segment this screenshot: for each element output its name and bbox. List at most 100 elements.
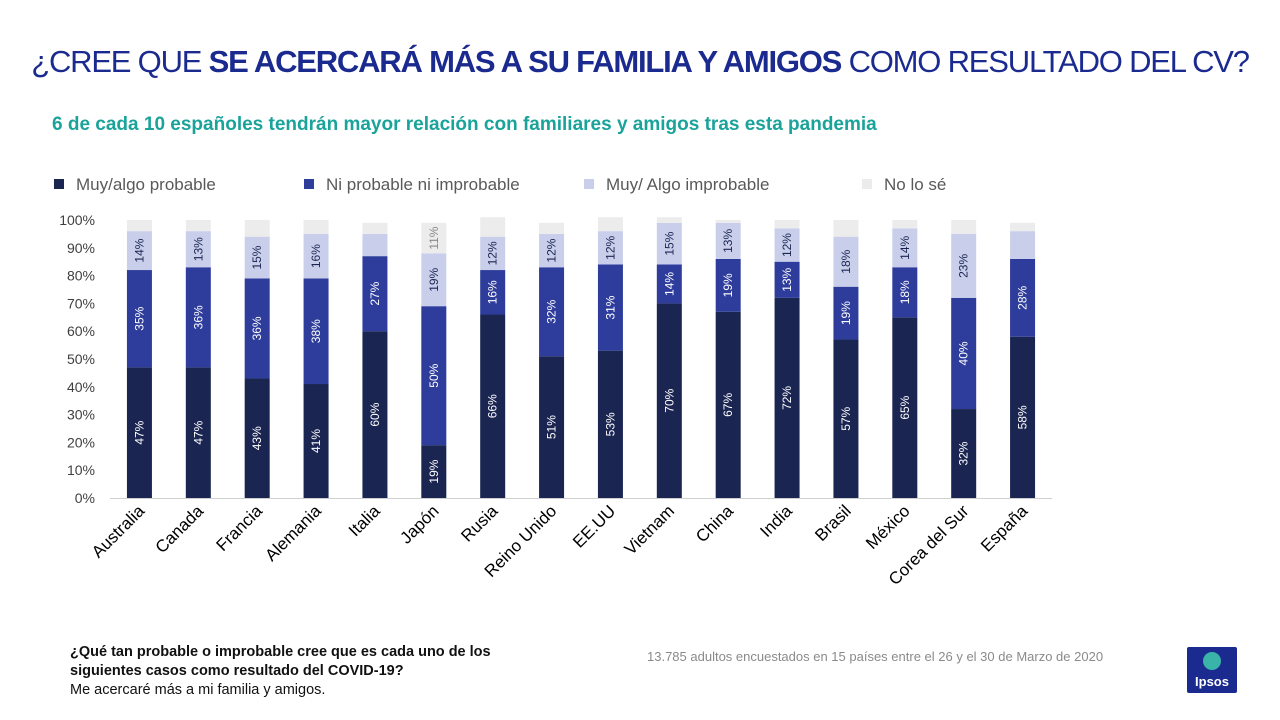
data-label: 32% [545,299,559,323]
bar-segment [185,220,211,232]
ipsos-logo: Ipsos [1187,647,1237,693]
data-label: 65% [898,395,912,419]
bar-segment [833,236,859,287]
data-label: 66% [486,394,500,418]
bar-segment [539,222,565,234]
data-label: 58% [1016,405,1030,429]
x-tick-label: India [756,501,796,541]
bar-segment [1010,336,1036,498]
data-label: 53% [603,412,617,436]
bar-segment [421,222,447,254]
x-tick-label: China [692,501,737,546]
y-tick-label: 60% [67,323,95,339]
bar-segment [362,233,388,257]
bar-segment [244,236,270,279]
bar-segment [362,222,388,234]
data-label: 51% [545,415,559,439]
data-label: 41% [309,429,323,453]
data-label: 27% [368,281,382,305]
data-label: 50% [427,363,441,387]
bar-segment [480,236,506,271]
bar-segment [126,231,152,271]
data-label: 57% [839,406,853,430]
bar-segment [362,256,388,332]
y-tick-label: 100% [59,212,95,228]
bar-segment [362,331,388,498]
bar-segment [126,270,152,368]
data-label: 72% [780,386,794,410]
data-label: 13% [191,237,205,261]
bar-segment [892,228,918,268]
data-label: 12% [780,233,794,257]
data-label: 70% [662,388,676,412]
x-tick-label: Alemania [261,501,325,565]
bar-segment [539,356,565,498]
data-label: 47% [191,420,205,444]
bar-segment [480,270,506,315]
data-label: 31% [603,295,617,319]
data-label: 19% [721,273,735,297]
bar-segment [656,222,682,265]
data-label: 23% [957,254,971,278]
bar-segment [303,384,329,498]
x-tick-label: Francia [212,501,266,555]
y-tick-label: 50% [67,351,95,367]
bar-segment [774,220,800,229]
bar-segment [303,278,329,385]
bar-segment [539,267,565,357]
y-tick-label: 20% [67,434,95,450]
bar-segment [833,286,859,340]
data-label: 14% [898,235,912,259]
bar-segment [244,378,270,498]
bar-segment [185,267,211,368]
legend-label: Muy/ Algo improbable [606,175,769,194]
data-label: 19% [427,267,441,291]
legend-swatch [584,179,594,189]
logo-mark-icon [1203,652,1221,670]
bar-segment [892,267,918,318]
data-label: 18% [839,249,853,273]
x-tick-label: Australia [88,501,149,562]
bar-segment [1010,231,1036,259]
data-label: 19% [427,459,441,483]
data-label: 47% [132,420,146,444]
y-tick-label: 90% [67,240,95,256]
bar-segment [597,217,623,232]
x-tick-label: EE.UU [569,501,619,551]
bar-segment [715,311,741,498]
bar-segment [126,220,152,232]
bar-segment [303,220,329,234]
title-suffix: COMO RESULTADO DEL CV? [841,44,1250,79]
bar-segment [1010,222,1036,232]
data-label: 14% [132,238,146,262]
legend-swatch [54,179,64,189]
bar-segment [421,445,447,498]
bar-segment [480,314,506,498]
bar-segment [185,367,211,498]
x-tick-label: México [862,501,914,553]
data-label: 28% [1016,286,1030,310]
bar-segment [951,220,977,234]
data-label: 15% [250,245,264,269]
data-label: 16% [309,244,323,268]
bar-segment [597,231,623,265]
bar-segment [1010,258,1036,337]
x-tick-label: Italia [345,501,384,540]
bar-segment [597,264,623,351]
data-label: 13% [780,267,794,291]
data-label: 35% [132,306,146,330]
legend-label: No lo sé [884,175,946,194]
data-label: 40% [957,341,971,365]
bar-segment [656,264,682,304]
question-block: ¿Qué tan probable o improbable cree que … [70,643,550,700]
x-tick-label: España [977,501,1032,556]
bar-segment [303,233,329,279]
data-label: 15% [662,231,676,255]
title-prefix: ¿CREE QUE [31,44,209,79]
bar-segment [597,350,623,498]
bar-segment [656,303,682,498]
bar-segment [244,220,270,237]
bar-segment [774,261,800,298]
bar-segment [774,228,800,262]
legend-swatch [304,179,314,189]
